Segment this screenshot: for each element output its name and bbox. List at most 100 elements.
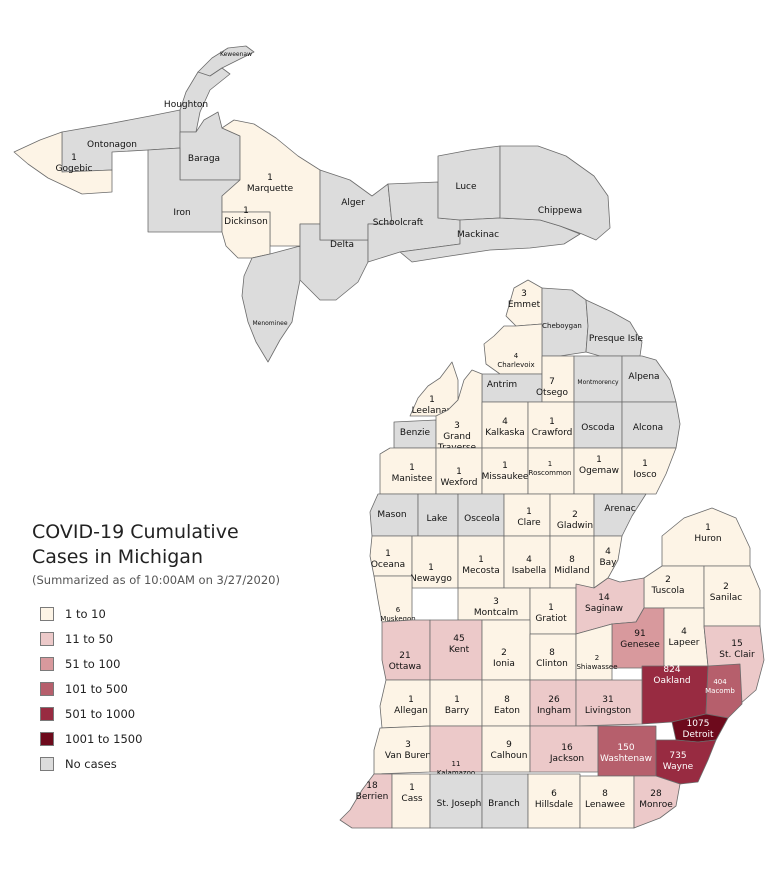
county-name: Oceana xyxy=(371,560,405,570)
county-name: Muskegon xyxy=(380,615,415,623)
legend-swatch xyxy=(40,606,54,621)
county-case-count: 1 xyxy=(428,563,434,573)
county-name: Barry xyxy=(445,706,470,716)
county-case-count: 91 xyxy=(634,629,645,639)
legend-item: 101 to 500 xyxy=(32,676,332,701)
county-shape xyxy=(663,607,709,667)
county-chippewa: Chippewa xyxy=(499,145,611,241)
county-name: Lenawee xyxy=(585,800,626,810)
county-name: Mecosta xyxy=(462,566,500,576)
county-case-count: 3 xyxy=(454,421,460,431)
legend-swatch xyxy=(40,756,54,771)
county-name: Presque Isle xyxy=(589,334,644,344)
county-name: Kalkaska xyxy=(485,428,525,438)
county-case-count: 15 xyxy=(731,639,742,649)
county-name: Wexford xyxy=(440,478,477,488)
county-oscoda: Oscoda xyxy=(573,401,623,449)
county-shape xyxy=(593,493,647,537)
county-name: Alger xyxy=(341,198,365,208)
legend-item: 11 to 50 xyxy=(32,626,332,651)
legend-label: 51 to 100 xyxy=(65,656,121,671)
county-name: St. Joseph xyxy=(437,799,482,809)
county-shape xyxy=(575,623,613,681)
county-case-count: 8 xyxy=(549,648,555,658)
county-name: Menominee xyxy=(252,320,287,327)
county-case-count: 2 xyxy=(665,575,671,585)
legend-item: 1001 to 1500 xyxy=(32,726,332,751)
county-shape xyxy=(499,145,611,241)
county-name: Otsego xyxy=(536,388,569,398)
county-case-count: 1 xyxy=(502,461,508,471)
county-case-count: 1 xyxy=(454,695,460,705)
county-shape xyxy=(179,67,231,133)
county-shape xyxy=(379,447,437,495)
county-shape xyxy=(369,535,413,577)
county-case-count: 3 xyxy=(405,740,411,750)
county-shape xyxy=(621,447,677,495)
county-name: Tuscola xyxy=(651,586,685,596)
county-name: Roscommon xyxy=(529,469,572,477)
county-name: Shiawassee xyxy=(576,663,617,671)
county-case-count: 18 xyxy=(366,781,378,791)
county-name: Crawford xyxy=(532,428,573,438)
county-alcona: Alcona xyxy=(621,401,681,449)
county-case-count: 4 xyxy=(502,417,508,427)
county-case-count: 14 xyxy=(598,593,610,603)
county-name: Midland xyxy=(554,566,589,576)
county-name: Gogebic xyxy=(56,164,93,174)
county-shape xyxy=(399,217,581,263)
legend-item: No cases xyxy=(32,751,332,776)
county-case-count: 8 xyxy=(602,789,608,799)
county-st-joseph: St. Joseph xyxy=(429,773,483,829)
county-alpena: Alpena xyxy=(621,355,677,403)
county-case-count: 9 xyxy=(506,740,512,750)
county-name: Ingham xyxy=(537,706,571,716)
county-name: Antrim xyxy=(487,380,517,390)
county-name: Newaygo xyxy=(410,574,452,584)
county-case-count: 1 xyxy=(456,467,462,477)
county-case-count: 2 xyxy=(595,654,599,662)
county-case-count: 2 xyxy=(572,510,578,520)
county-case-count: 6 xyxy=(551,789,557,799)
county-name: Ottawa xyxy=(389,662,422,672)
legend-swatch xyxy=(40,731,54,746)
county-case-count: 16 xyxy=(561,743,573,753)
county-case-count: 1 xyxy=(71,153,77,163)
county-shape xyxy=(13,131,113,195)
county-shape xyxy=(705,663,743,719)
legend-swatch xyxy=(40,681,54,696)
county-name: Bay xyxy=(599,558,617,568)
county-name: Chippewa xyxy=(538,206,582,216)
county-case-count: 8 xyxy=(504,695,510,705)
county-case-count: 3 xyxy=(521,289,527,299)
county-case-count: 1 xyxy=(526,507,532,517)
legend: COVID-19 Cumulative Cases in Michigan (S… xyxy=(32,520,332,776)
county-case-count: 1 xyxy=(385,549,391,559)
county-name: Cheboygan xyxy=(542,322,582,330)
legend-label: 101 to 500 xyxy=(65,681,128,696)
county-name: Arenac xyxy=(604,504,635,514)
county-case-count: 3 xyxy=(493,597,499,607)
county-case-count: 1 xyxy=(409,783,415,793)
county-case-count: 1 xyxy=(243,206,249,216)
county-name: Mason xyxy=(377,510,406,520)
